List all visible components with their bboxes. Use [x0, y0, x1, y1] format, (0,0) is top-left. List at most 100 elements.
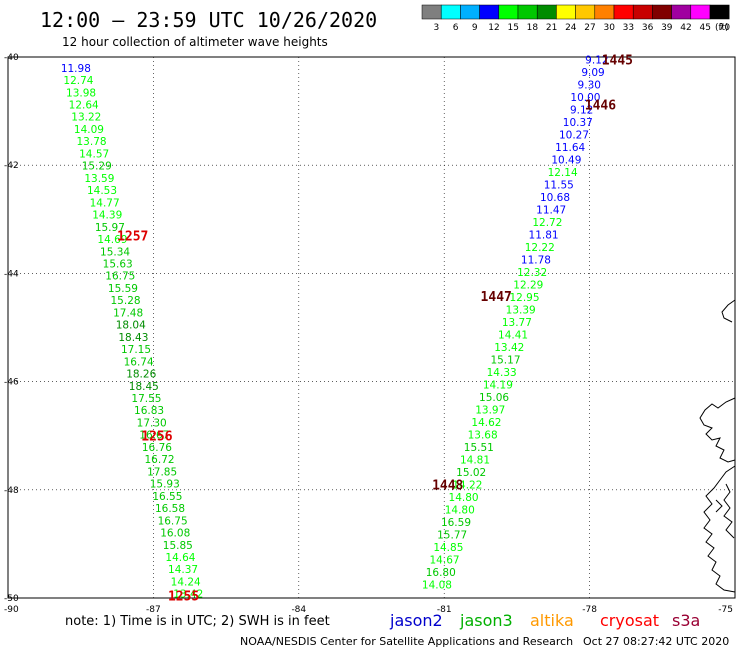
wave-height-label: 15.97	[95, 222, 125, 234]
wave-height-label: 16.72	[145, 454, 175, 466]
colorbar-label: 39	[661, 23, 673, 33]
wave-height-label: 9.30	[578, 80, 601, 92]
colorbar-label: 24	[565, 23, 577, 33]
x-tick-label: -87	[146, 605, 161, 615]
wave-height-label: 14.41	[498, 330, 528, 342]
footer-credit: NOAA/NESDIS Center for Satellite Applica…	[240, 635, 573, 648]
x-tick-label: -84	[291, 605, 306, 615]
wave-height-label: 14.37	[168, 564, 198, 576]
wave-height-label: 12.14	[548, 167, 578, 179]
wave-height-label: 17.15	[121, 344, 151, 356]
y-tick-label: -48	[4, 486, 19, 496]
wave-height-label: 14.24	[171, 576, 201, 588]
colorbar-label: 30	[603, 23, 615, 33]
colorbar-label: 12	[488, 23, 499, 33]
plot-frame	[7, 56, 736, 599]
wave-height-label: 15.28	[111, 295, 141, 307]
wave-height-label: 10.00	[570, 92, 600, 104]
colorbar-label: 6	[453, 23, 459, 33]
pass-time-label: 1446	[585, 99, 616, 114]
pass-time-label: 1256	[141, 430, 172, 445]
wave-height-label: 15.34	[100, 246, 130, 258]
wave-height-label: 14.19	[483, 380, 513, 392]
pass-time-label: 1448	[432, 478, 463, 493]
pass-labels: 1257 1256 1255 1445 1446 1447 1448	[117, 54, 633, 605]
colorbar-label: 18	[527, 23, 539, 33]
pass-time-label: 1257	[117, 230, 148, 245]
colorbar-swatch	[652, 4, 672, 20]
wave-height-label: 11.47	[536, 205, 566, 217]
wave-height-label: 12.29	[513, 280, 543, 292]
wave-height-values: 11.9812.7413.9812.6413.2214.0913.7814.57…	[61, 55, 609, 601]
x-tick-label: -78	[582, 605, 597, 615]
colorbar-swatch	[632, 4, 653, 20]
wave-height-label: 15.59	[108, 283, 138, 295]
colorbar-label: 33	[623, 23, 634, 33]
wave-height-label: 14.57	[79, 148, 109, 160]
wave-height-label: 15.63	[103, 258, 133, 270]
colorbar-label: 27	[584, 23, 595, 33]
legend-entry-cryosat: cryosat	[600, 611, 659, 630]
wave-height-label: 15.17	[490, 355, 520, 367]
wave-height-label: 15.29	[82, 161, 112, 173]
wave-height-label: 16.75	[158, 515, 188, 527]
wave-height-label: 14.33	[487, 367, 517, 379]
colorbar-swatch	[613, 4, 634, 20]
coastline	[699, 299, 736, 593]
wave-height-label: 14.08	[422, 579, 452, 591]
wave-height-label: 14.22	[452, 480, 482, 492]
wave-height-label: 14.77	[90, 197, 120, 209]
wave-height-label: 15.93	[150, 479, 180, 491]
legend-entry-jason3: jason3	[459, 611, 513, 630]
colorbar-swatch	[517, 4, 538, 20]
wave-height-label: 13.42	[494, 342, 524, 354]
wave-height-label: 13.97	[475, 405, 505, 417]
wave-height-label: 17.55	[131, 393, 161, 405]
wave-height-label: 12.72	[532, 217, 562, 229]
wave-height-label: 9.12	[570, 105, 593, 117]
wave-height-label: 14.85	[433, 542, 463, 554]
colorbar-label: 70	[719, 23, 731, 33]
wave-height-label: 13.68	[468, 430, 498, 442]
legend-entry-jason2: jason2	[389, 611, 443, 630]
wave-height-label: 15.02	[456, 467, 486, 479]
footer-note: note: 1) Time is in UTC; 2) SWH is in fe…	[65, 614, 330, 629]
wave-height-label: 13.42	[173, 589, 203, 601]
colorbar-swatch	[536, 4, 557, 20]
wave-height-label: 13.77	[502, 317, 532, 329]
wave-height-label: 14.80	[449, 492, 479, 504]
colorbar-swatch	[671, 4, 692, 20]
wave-height-label: 16.58	[155, 503, 185, 515]
wave-height-label: 15.06	[479, 392, 509, 404]
wave-height-label: 12.95	[509, 292, 539, 304]
wave-height-label: 15.77	[437, 529, 467, 541]
wave-height-label: 13.22	[71, 112, 101, 124]
wave-height-label: 13.59	[84, 173, 114, 185]
wave-height-label: 14.69	[97, 234, 127, 246]
wave-height-label: 16.59	[441, 517, 471, 529]
wave-height-label: 16.74	[124, 356, 154, 368]
colorbar-swatch	[440, 4, 461, 20]
wave-height-label: 16.67	[139, 430, 169, 442]
wave-height-label: 10.27	[559, 130, 589, 142]
y-tick-label: -42	[4, 161, 19, 171]
colorbar-label: 36	[642, 23, 654, 33]
colorbar-swatch	[421, 4, 442, 20]
colorbar-unit: (ft)	[715, 23, 729, 33]
colorbar-swatch	[498, 4, 519, 20]
colorbar-label: 21	[546, 23, 557, 33]
wave-height-label: 17.85	[147, 466, 177, 478]
wave-height-label: 11.81	[529, 230, 559, 242]
x-tick-label: -90	[4, 605, 19, 615]
wave-height-label: 13.98	[66, 87, 96, 99]
wave-height-label: 9.09	[581, 67, 604, 79]
wave-height-label: 9.12	[585, 55, 608, 67]
colorbar: 3 6 9 12 15 18 21 24 27 30 33 36 39 42 45 70	[421, 4, 731, 33]
wave-height-label: 11.64	[555, 142, 585, 154]
colorbar-swatch	[556, 4, 576, 20]
wave-height-label: 16.80	[426, 567, 456, 579]
y-tick-label: -44	[4, 269, 19, 279]
wave-height-label: 14.53	[87, 185, 117, 197]
y-tick-label: -40	[4, 53, 19, 63]
